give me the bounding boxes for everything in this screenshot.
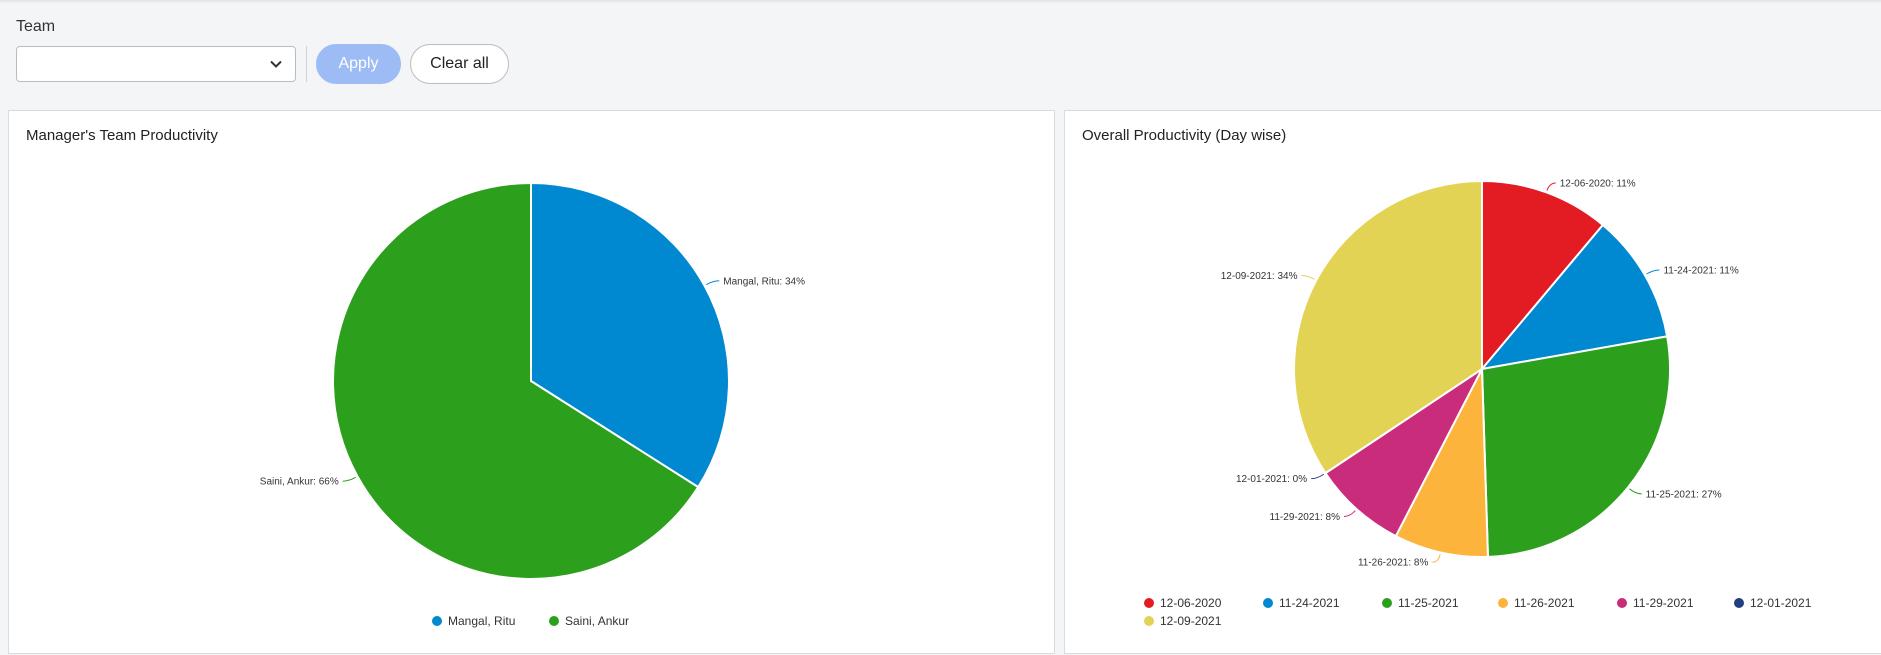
legend-marker [432,616,442,626]
pie-slice-11-26-2021[interactable] [1394,365,1489,558]
connector-line [706,280,720,286]
connector-line [1311,473,1325,480]
connector-line [342,476,356,482]
slice-data-label: 12-09-2021: 34% [1221,271,1298,282]
slice-data-label: 11-29-2021: 8% [1270,512,1341,523]
legend-marker [1617,598,1627,608]
legend-marker [1734,598,1744,608]
daywise-productivity-pie-chart: 12-06-2020: 11% 11-24-2021: 11% 11-25-2021… [1144,178,1812,628]
legend-item-11-25-2021[interactable]: 11-25-2021 [1398,596,1459,610]
legend-marker [1144,616,1154,626]
legend-item-12-09-2021[interactable]: 12-09-2021 [1160,614,1222,628]
legend-item-11-29-2021[interactable]: 11-29-2021 [1633,596,1694,610]
pie-slice-12-09-2021[interactable] [1293,179,1483,475]
slice-data-label: 11-24-2021: 11% [1663,266,1738,277]
legend-item-mangal-ritu[interactable]: Mangal, Ritu [448,614,515,628]
team-filter-label: Team [16,18,56,35]
slice-data-label: 11-25-2021: 27% [1646,489,1722,500]
pie-slice-mangal-ritu[interactable] [530,181,730,489]
chart-legend: Mangal, Ritu Saini, Ankur [432,614,629,628]
slice-data-label: Mangal, Ritu: 34% [723,276,805,287]
legend-item-11-26-2021[interactable]: 11-26-2021 [1514,596,1575,610]
slice-data-label: 12-06-2020: 11% [1560,178,1636,189]
connector-line [1432,554,1441,563]
team-productivity-pie-chart: Mangal, Ritu: 34% Saini, Ankur: 66% Mangal… [260,181,805,628]
pie-slice-11-24-2021[interactable] [1479,223,1669,371]
legend-item-11-24-2021[interactable]: 11-24-2021 [1279,596,1340,610]
chevron-down-icon [270,60,282,68]
chart-legend: 12-06-2020 11-24-2021 11-25-2021 11-26-2021… [1144,596,1812,628]
panel-title: Overall Productivity (Day wise) [1082,127,1287,144]
panel-title: Manager's Team Productivity [26,127,218,144]
filter-divider [306,46,307,82]
legend-marker [1498,598,1508,608]
legend-item-12-01-2021[interactable]: 12-01-2021 [1750,596,1812,610]
connector-line [1343,510,1356,518]
connector-line [1629,488,1642,495]
daywise-productivity-panel: Overall Productivity (Day wise) 12-06-20… [1064,110,1881,654]
pie-slice-saini-ankur[interactable] [332,181,700,580]
slice-data-label: 12-01-2021: 0% [1236,474,1307,485]
team-select[interactable] [16,46,296,82]
pie-slice-11-29-2021[interactable] [1324,366,1485,538]
legend-marker [1263,598,1273,608]
legend-marker [1144,598,1154,608]
clear-all-button[interactable]: Clear all [410,44,509,84]
top-shadow [0,0,1881,4]
connector-line [1646,269,1660,275]
pie-slice-12-06-2020[interactable] [1481,179,1605,372]
connector-line [1546,182,1556,191]
legend-marker [1382,598,1392,608]
apply-button[interactable]: Apply [316,44,401,84]
legend-item-12-06-2020[interactable]: 12-06-2020 [1160,596,1222,610]
slice-data-label: 11-26-2021: 8% [1358,558,1429,569]
slice-data-label: Saini, Ankur: 66% [260,477,339,488]
legend-marker [549,616,559,626]
connector-line [1301,274,1315,280]
team-productivity-panel: Manager's Team Productivity Mangal, Ritu… [8,110,1055,654]
legend-item-saini-ankur[interactable]: Saini, Ankur [565,614,629,628]
pie-slice-11-25-2021[interactable] [1480,335,1671,558]
